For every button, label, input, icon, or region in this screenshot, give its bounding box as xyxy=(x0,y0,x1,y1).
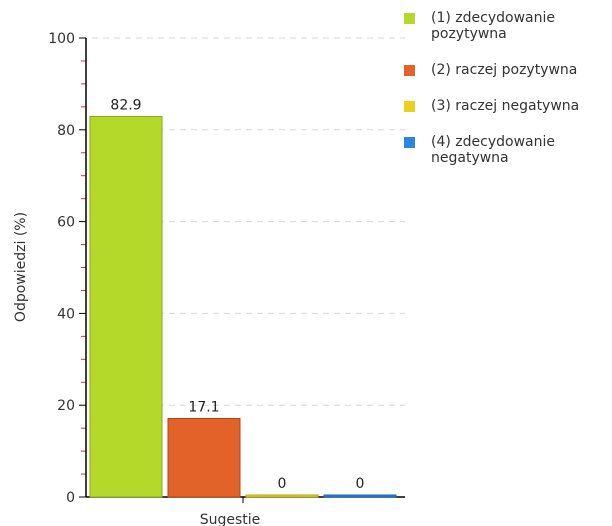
legend-item-4: (4) zdecydowanie negatywna xyxy=(403,134,612,166)
y-tick-label-100: 100 xyxy=(48,31,75,47)
bar-series-4 xyxy=(323,494,397,498)
data-label-2: 17.1 xyxy=(188,400,219,416)
legend-label-1: (1) zdecydowanie pozytywna xyxy=(431,10,555,42)
legend: (1) zdecydowanie pozytywna (2) raczej po… xyxy=(403,10,612,186)
legend-swatch-4 xyxy=(404,137,415,148)
legend-item-2: (2) raczej pozytywna xyxy=(403,62,612,78)
legend-swatch-3 xyxy=(404,101,415,112)
legend-item-1: (1) zdecydowanie pozytywna xyxy=(403,10,612,42)
y-tick-label-0: 0 xyxy=(66,490,75,506)
y-tick-label-80: 80 xyxy=(57,123,75,139)
x-category-label: Sugestie xyxy=(200,512,261,526)
bar-series-2 xyxy=(167,418,241,498)
legend-label-2: (2) raczej pozytywna xyxy=(431,62,578,78)
data-label-1: 82.9 xyxy=(110,97,141,113)
y-tick-label-40: 40 xyxy=(57,306,75,322)
data-label-3: 0 xyxy=(278,476,287,492)
y-axis-title: Odpowiedzi (%) xyxy=(13,212,29,322)
y-tick-label-20: 20 xyxy=(57,398,75,414)
legend-swatch-1 xyxy=(404,13,415,24)
legend-item-3: (3) raczej negatywna xyxy=(403,98,612,114)
legend-label-4: (4) zdecydowanie negatywna xyxy=(431,134,555,166)
bar-series-1 xyxy=(89,115,163,498)
data-label-4: 0 xyxy=(356,476,365,492)
bar-series-3 xyxy=(245,494,319,498)
legend-label-3: (3) raczej negatywna xyxy=(431,98,580,114)
legend-swatch-2 xyxy=(404,65,415,76)
y-tick-label-60: 60 xyxy=(57,215,75,231)
